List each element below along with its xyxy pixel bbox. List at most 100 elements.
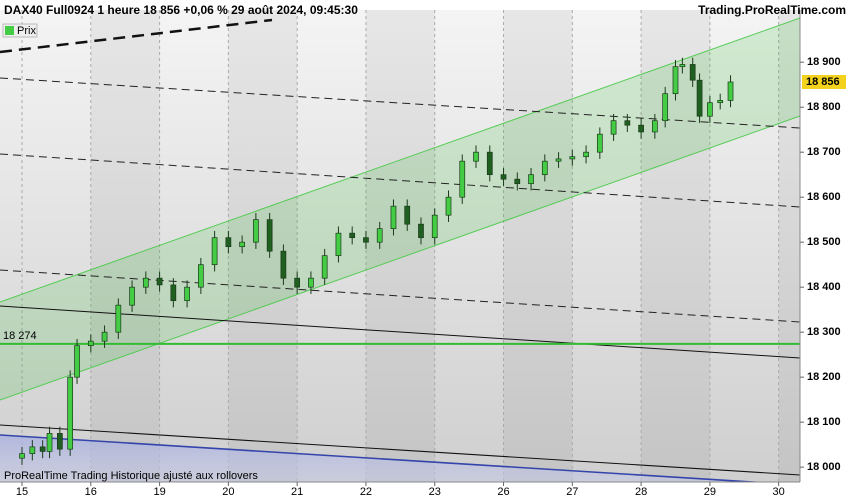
candle-body — [266, 219, 273, 252]
candle-body — [610, 120, 617, 135]
y-tick-label: 18 600 — [807, 191, 841, 203]
dashed-line — [0, 18, 273, 54]
trend-line — [0, 424, 801, 476]
candle-body — [280, 250, 287, 279]
candle-body — [129, 286, 135, 306]
y-tick-label: 18 200 — [807, 371, 841, 383]
x-tick-label: 20 — [222, 486, 234, 498]
candle-body — [596, 133, 603, 153]
candle-body — [555, 158, 562, 162]
candle-body — [198, 264, 204, 288]
candle-body — [39, 446, 46, 452]
channel — [0, 18, 800, 400]
x-tick-label: 19 — [153, 486, 165, 498]
legend-swatch — [5, 26, 14, 35]
candle-body — [541, 160, 548, 176]
candle-body — [528, 174, 534, 185]
chart-title: DAX40 Full0924 1 heure 18 856 +0,06 % 29… — [4, 3, 358, 17]
candle-body — [294, 277, 301, 288]
channel-top — [0, 17, 801, 303]
x-axis-area — [0, 482, 850, 500]
candle-body — [662, 93, 669, 122]
candle-body — [500, 174, 507, 180]
day-band — [90, 10, 160, 482]
candle-body — [672, 66, 679, 95]
candle-body — [211, 237, 218, 266]
candle-body — [445, 196, 452, 216]
y-tick-label: 18 800 — [807, 101, 841, 113]
x-tick-label: 28 — [635, 486, 647, 498]
candle-body — [253, 219, 259, 243]
candle-body — [689, 64, 696, 81]
candle-body — [67, 376, 74, 450]
candle-body — [624, 120, 631, 126]
y-tick-label: 18 400 — [807, 281, 841, 293]
footer: ProRealTime Trading Historique ajusté au… — [4, 470, 258, 482]
candle-body — [717, 100, 724, 104]
y-tick-label: 18 100 — [807, 416, 841, 428]
candle-body — [170, 284, 177, 302]
candle-body — [142, 277, 149, 288]
candle-body — [239, 241, 245, 248]
candle-body — [349, 232, 356, 239]
day-band — [503, 10, 573, 482]
x-tick-label: 21 — [291, 486, 303, 498]
candle-body — [101, 331, 108, 342]
candle-body — [29, 446, 36, 455]
candle-body — [156, 277, 163, 286]
last-price-label: 18 856 — [806, 76, 840, 88]
candle-body — [418, 223, 424, 239]
plot-area — [0, 10, 800, 482]
candle-body — [707, 102, 713, 117]
x-tick-label: 29 — [704, 486, 716, 498]
candle-body — [74, 345, 80, 378]
candle-body — [652, 120, 658, 133]
candle-body — [390, 205, 397, 230]
y-tick-label: 18 700 — [807, 146, 841, 158]
trend-line — [0, 305, 801, 359]
candle-body — [184, 286, 190, 302]
x-tick-label: 15 — [16, 486, 28, 498]
legend-label: Prix — [17, 25, 36, 37]
candle-body — [56, 433, 63, 450]
y-tick-label: 18 300 — [807, 326, 841, 338]
candle-body — [696, 79, 703, 117]
source: Trading.ProRealTime.com — [698, 3, 846, 17]
candle-body — [19, 453, 25, 459]
x-tick-label: 16 — [85, 486, 97, 498]
candle-body — [225, 237, 232, 248]
y-tick-label: 18 500 — [807, 236, 841, 248]
x-tick-label: 26 — [497, 486, 509, 498]
y-tick-label: 18 000 — [807, 461, 841, 473]
candle-body — [727, 81, 734, 101]
candle-body — [46, 433, 53, 452]
candle-body — [308, 277, 314, 288]
candle-body — [459, 160, 466, 198]
candle-body — [473, 151, 479, 162]
dashed-line — [0, 153, 801, 208]
y-tick-label: 18 900 — [807, 56, 841, 68]
candle-body — [583, 151, 589, 158]
x-tick-label: 27 — [566, 486, 578, 498]
channel-bottom — [0, 115, 801, 401]
candle-body — [115, 304, 122, 333]
candle-body — [638, 124, 644, 133]
x-tick-label: 22 — [360, 486, 372, 498]
candle-body — [514, 178, 521, 185]
blue-line — [0, 434, 801, 486]
level-label: 18 274 — [3, 330, 37, 342]
x-tick-label: 30 — [773, 486, 785, 498]
candle-body — [569, 156, 576, 160]
candle-body — [404, 205, 411, 225]
candle-body — [486, 151, 493, 176]
candle-body — [87, 340, 94, 347]
candle-body — [321, 255, 328, 279]
day-band — [365, 10, 435, 482]
candle-body — [376, 228, 383, 243]
candle-body — [335, 232, 342, 257]
candle-body — [431, 214, 438, 239]
candle-body — [363, 237, 369, 243]
x-tick-label: 23 — [429, 486, 441, 498]
dashed-line — [0, 269, 801, 323]
